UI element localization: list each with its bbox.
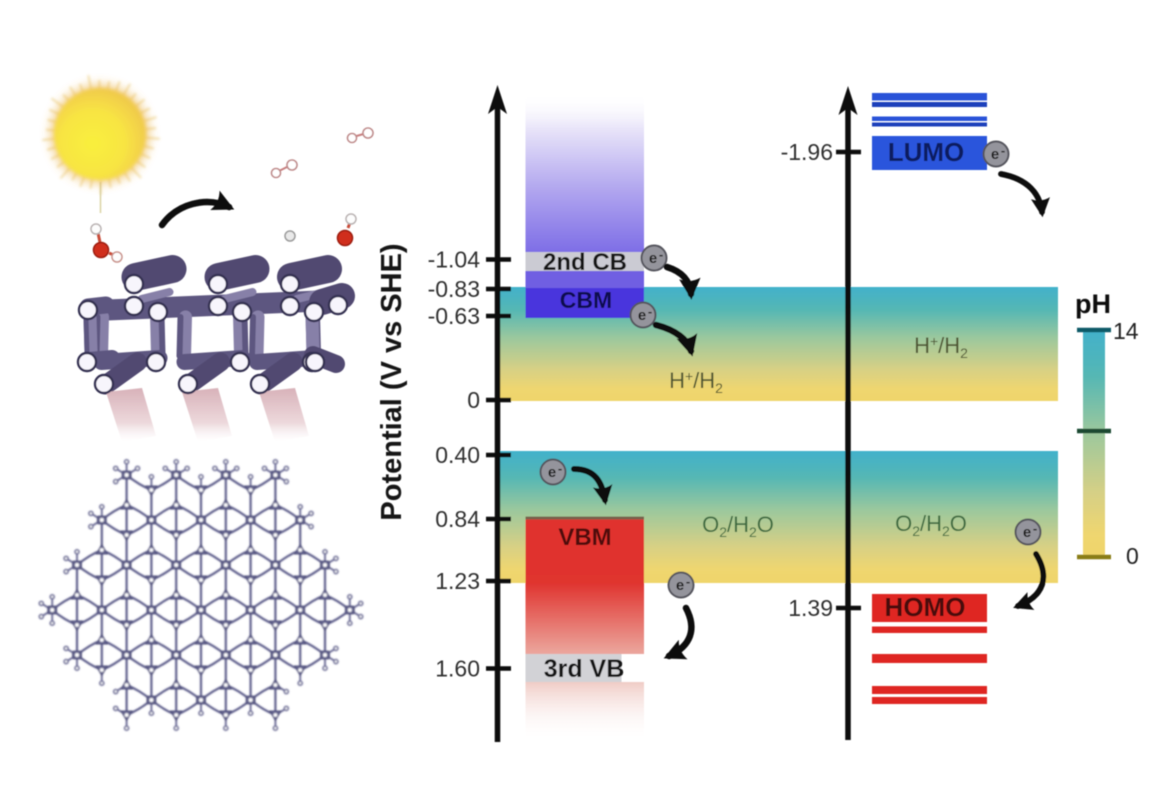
svg-text:14: 14 [1113,318,1139,344]
svg-text:-: - [686,574,690,589]
svg-text:-: - [1001,143,1005,158]
svg-text:e: e [649,250,657,267]
svg-text:e: e [548,464,556,481]
svg-text:CBM: CBM [560,287,612,313]
svg-text:-0.83: -0.83 [428,276,480,302]
svg-text:LUMO: LUMO [888,137,965,167]
svg-text:H+/H2: H+/H2 [914,333,968,361]
svg-text:0.84: 0.84 [435,506,480,532]
svg-text:-: - [558,461,562,476]
svg-text:-: - [659,247,663,262]
svg-text:0: 0 [1126,543,1139,569]
svg-text:1.60: 1.60 [435,656,480,682]
svg-text:e: e [1023,524,1031,541]
svg-text:e: e [638,307,646,324]
svg-text:-: - [1033,521,1037,536]
svg-text:e: e [676,577,684,594]
svg-text:VBM: VBM [558,524,611,551]
svg-text:pH: pH [1075,289,1111,319]
svg-text:1.39: 1.39 [788,595,833,621]
svg-text:-1.04: -1.04 [428,247,481,273]
svg-text:3rd VB: 3rd VB [544,655,625,683]
svg-text:O2/H2O: O2/H2O [702,512,774,540]
svg-text:O2/H2O: O2/H2O [895,511,967,539]
svg-text:-: - [648,304,652,319]
svg-text:-0.63: -0.63 [428,303,480,329]
svg-text:e: e [991,146,999,163]
svg-text:HOMO: HOMO [885,592,966,622]
svg-text:-1.96: -1.96 [781,139,833,165]
svg-text:H+/H2: H+/H2 [669,368,723,396]
svg-text:1.23: 1.23 [435,568,480,594]
svg-text:0.40: 0.40 [435,442,480,468]
svg-text:Potential (V vs SHE): Potential (V vs SHE) [376,243,408,520]
svg-text:2nd CB: 2nd CB [543,249,627,276]
svg-text:0: 0 [467,387,480,413]
